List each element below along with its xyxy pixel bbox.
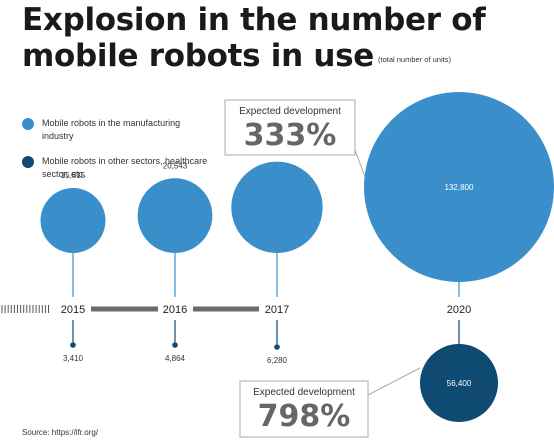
data-label-other-sectors-2020: 56,400 [447, 379, 472, 388]
callout-box-1 [224, 99, 356, 156]
data-label-manufacturing-2015: 15,515 [61, 171, 86, 180]
x-tick-label-2020: 2020 [447, 304, 471, 316]
callout-value-1: 333% [244, 118, 337, 153]
callout-heading-2: Expected development [253, 387, 355, 398]
legend-item-other-sectors: Mobile robots in other sectors, healthca… [22, 155, 212, 181]
data-label-other-sectors-2017: 6,280 [267, 356, 288, 365]
callout-pointer-1 [354, 149, 366, 178]
callout-value-2: 798% [258, 399, 351, 434]
callout-heading-1: Expected development [239, 106, 341, 117]
title-line-2: mobile robots in use [22, 38, 375, 74]
chart-title: Explosion in the number of mobile robots… [22, 2, 486, 74]
legend-label-manufacturing: Mobile robots in the manufacturing indus… [42, 118, 181, 141]
bubble-manufacturing-2016 [137, 178, 213, 253]
legend-label-other-sectors: Mobile robots in other sectors, healthca… [42, 156, 208, 179]
x-tick-label-2015: 2015 [61, 304, 85, 316]
title-line-1: Explosion in the number of [22, 2, 486, 38]
callout-pointer-2 [367, 367, 421, 396]
data-label-other-sectors-2016: 4,864 [165, 354, 186, 363]
chart-subtitle: (total number of units) [378, 55, 451, 64]
x-tick-label-2017: 2017 [265, 304, 289, 316]
source-note: Source: https://ifr.org/ [22, 428, 99, 437]
legend-swatch-manufacturing [22, 118, 34, 130]
bubble-manufacturing-2020 [364, 92, 554, 282]
legend-item-manufacturing: Mobile robots in the manufacturing indus… [22, 117, 212, 143]
x-tick-label-2016: 2016 [163, 304, 187, 316]
bubble-other-sectors-2020 [420, 344, 498, 422]
legend-swatch-other-sectors [22, 156, 34, 168]
bubble-other-sectors-2015 [70, 342, 76, 348]
data-label-manufacturing-2016: 20,543 [163, 161, 188, 170]
bubble-other-sectors-2017 [274, 344, 280, 350]
callout-box-2 [239, 380, 369, 438]
bubble-manufacturing-2015 [40, 188, 106, 253]
bubble-other-sectors-2016 [172, 342, 178, 348]
data-label-manufacturing-2020: 132,800 [445, 183, 474, 192]
data-label-other-sectors-2015: 3,410 [63, 354, 84, 363]
bubble-manufacturing-2017 [231, 161, 323, 253]
